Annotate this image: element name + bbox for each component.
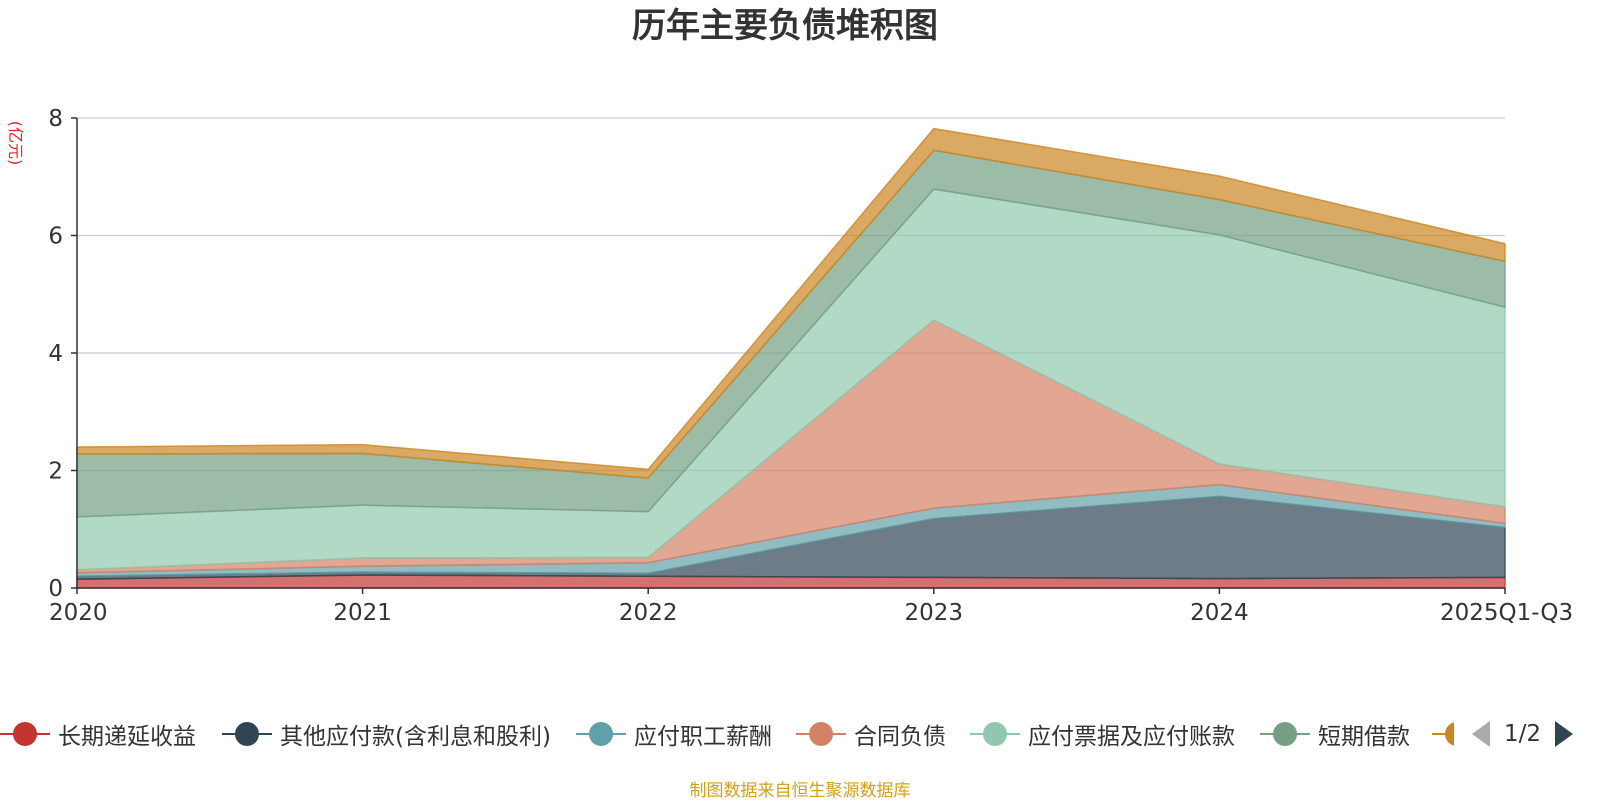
legend-next-icon[interactable] — [1553, 719, 1575, 749]
legend-item-clipped — [1432, 712, 1454, 756]
x-tick-label: 2020 — [49, 600, 108, 626]
stacked-area-chart: 历年主要负债堆积图 (亿元) 0 2 4 6 8 2020 2021 2022 2023 2024… — [6, 6, 1573, 626]
legend-label: 长期递延收益 — [58, 724, 196, 750]
legend-marker-icon — [970, 721, 1020, 747]
area-series-6 — [76, 127, 1506, 479]
area-series — [76, 127, 1506, 589]
legend-pager: 1/2 — [1470, 712, 1575, 756]
legend-label: 短期借款 — [1318, 724, 1410, 750]
legend-marker-icon — [0, 721, 50, 747]
chart-title: 历年主要负债堆积图 — [632, 6, 938, 46]
legend-label: 应付票据及应付账款 — [1028, 724, 1235, 750]
axes — [71, 117, 1506, 594]
legend-marker-icon — [796, 721, 846, 747]
y-axis-unit-label: (亿元) — [6, 121, 25, 166]
y-tick-label: 0 — [48, 576, 63, 602]
x-tick-label: 2021 — [333, 600, 392, 626]
x-tick-label: 2022 — [619, 600, 678, 626]
legend-page-indicator: 1/2 — [1504, 721, 1542, 747]
legend-label: 应付职工薪酬 — [634, 724, 772, 750]
legend-label: 其他应付款(含利息和股利) — [280, 724, 551, 750]
legend-prev-icon[interactable] — [1470, 719, 1492, 749]
legend-marker-icon — [222, 721, 272, 747]
legend-marker-icon — [1432, 721, 1454, 747]
y-tick-label: 8 — [48, 106, 63, 132]
legend: 长期递延收益 其他应付款(含利息和股利) 应付职工薪酬 合同负债 应付票据及应付账款 短期… — [0, 712, 1600, 756]
legend-marker-icon — [576, 721, 626, 747]
legend-item[interactable]: 长期递延收益 — [0, 712, 196, 756]
y-tick-label: 2 — [48, 459, 63, 485]
y-tick-label: 4 — [48, 341, 63, 367]
x-tick-label: 2025Q1-Q3 — [1440, 600, 1573, 626]
x-tick-label: 2024 — [1190, 600, 1249, 626]
legend-item[interactable]: 合同负债 — [796, 712, 946, 756]
tick-labels: 0 2 4 6 8 2020 2021 2022 2023 2024 2025Q1-Q3 — [48, 106, 1573, 626]
legend-item[interactable]: 其他应付款(含利息和股利) — [222, 712, 551, 756]
legend-label: 合同负债 — [854, 724, 946, 750]
x-tick-label: 2023 — [905, 600, 964, 626]
legend-item[interactable]: 应付票据及应付账款 — [970, 712, 1235, 756]
legend-marker-icon — [1260, 721, 1310, 747]
legend-item[interactable]: 应付职工薪酬 — [576, 712, 772, 756]
legend-item[interactable]: 短期借款 — [1260, 712, 1410, 756]
data-source-note: 制图数据来自恒生聚源数据库 — [689, 781, 911, 801]
y-tick-label: 6 — [48, 224, 63, 250]
